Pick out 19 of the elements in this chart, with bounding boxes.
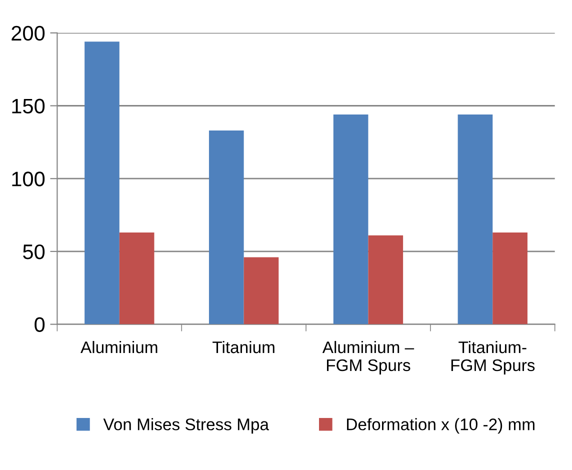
y-tick-label: 200 [12, 26, 45, 41]
bar [84, 42, 120, 324]
x-tick-label: Titanium [212, 340, 274, 354]
bar [458, 114, 493, 324]
y-tick-label: 0 [34, 317, 45, 332]
bar [119, 232, 154, 324]
legend-label: Von Mises Stress Mpa [103, 418, 270, 434]
x-tick-label: Titanium- FGM Spurs [451, 340, 535, 374]
bar [333, 114, 368, 324]
x-tick-label: Aluminium [80, 340, 158, 354]
bar [208, 130, 244, 324]
x-tick-label: Aluminium – FGM Spurs [322, 340, 414, 374]
bar [368, 235, 404, 324]
y-tick-label: 150 [12, 98, 45, 114]
y-tick-label: 50 [23, 244, 45, 260]
bar [492, 232, 528, 324]
y-tick-label: 100 [12, 172, 45, 186]
legend-label: Deformation x (10 -2) mm [347, 418, 534, 434]
bar [244, 257, 279, 324]
